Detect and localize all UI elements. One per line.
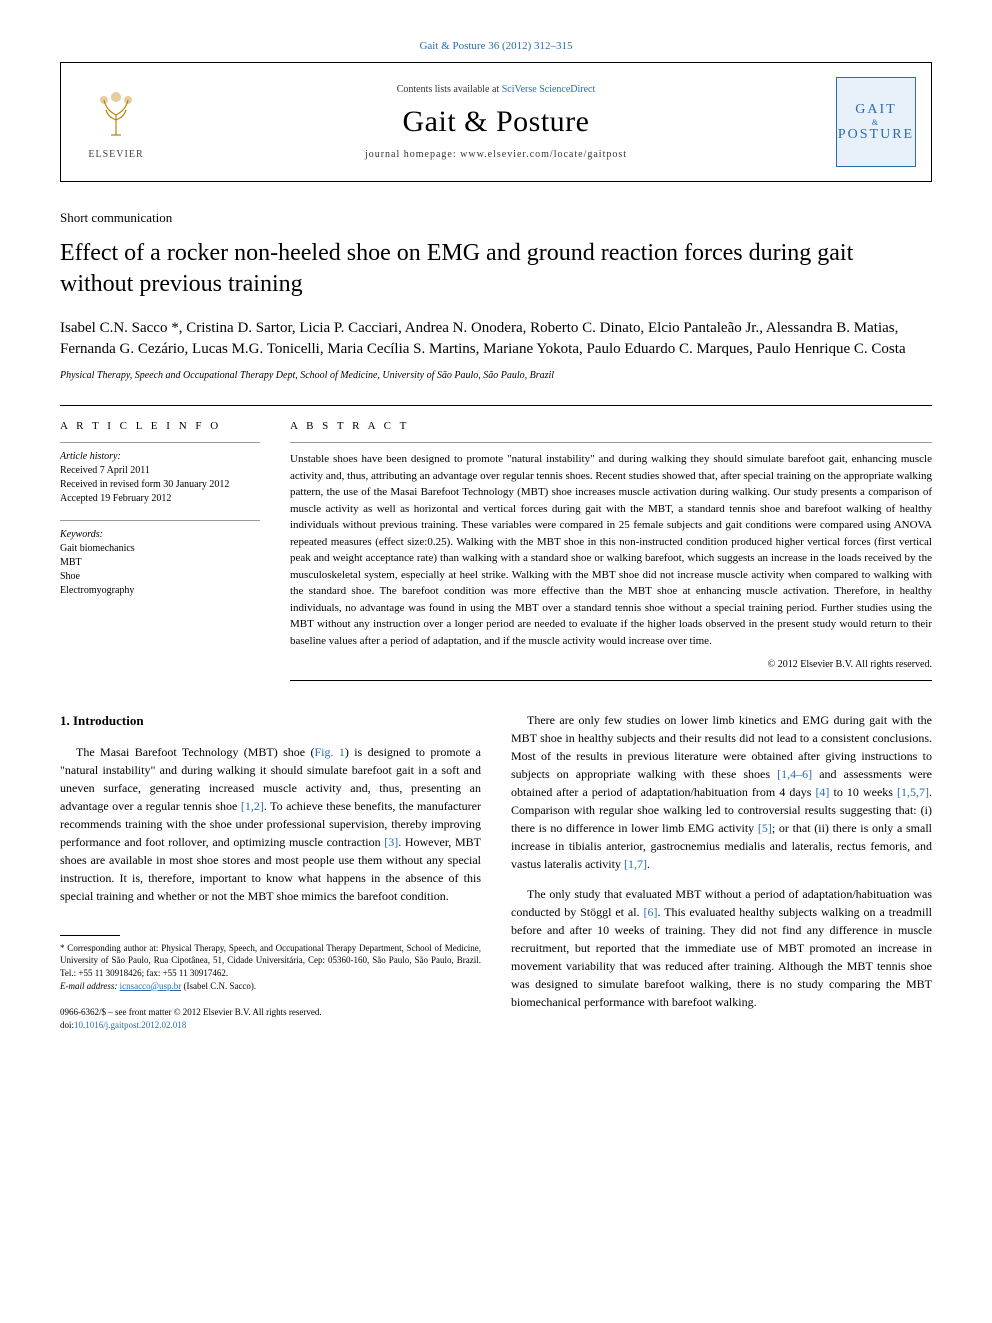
ref-link-1-4-6[interactable]: [1,4–6]	[777, 767, 812, 781]
homepage-line: journal homepage: www.elsevier.com/locat…	[365, 149, 627, 160]
homepage-prefix: journal homepage:	[365, 149, 460, 160]
corresponding-author-footnote: * Corresponding author at: Physical Ther…	[60, 942, 481, 980]
contents-prefix: Contents lists available at	[397, 84, 502, 95]
article-history-block: Article history: Received 7 April 2011 R…	[60, 442, 260, 506]
issn-line: 0966-6362/$ – see front matter © 2012 El…	[60, 1006, 481, 1019]
doi-link[interactable]: 10.1016/j.gaitpost.2012.02.018	[74, 1020, 186, 1030]
ref-link-1-2[interactable]: [1,2]	[241, 799, 264, 813]
keywords-list: Gait biomechanics MBT Shoe Electromyogra…	[60, 542, 260, 598]
journal-name: Gait & Posture	[403, 105, 590, 139]
header-center: Contents lists available at SciVerse Sci…	[171, 63, 821, 181]
footnote-rule	[60, 935, 120, 936]
fig-1-link[interactable]: Fig. 1	[314, 745, 344, 759]
ref-link-3[interactable]: [3]	[384, 835, 398, 849]
elsevier-tree-icon	[86, 85, 146, 145]
doi-label: doi:	[60, 1020, 74, 1030]
paragraph-2: There are only few studies on lower limb…	[511, 711, 932, 873]
cover-title-line1: GAIT	[855, 102, 896, 118]
paragraph-3: The only study that evaluated MBT withou…	[511, 885, 932, 1011]
header-box: ELSEVIER Contents lists available at Sci…	[60, 62, 932, 182]
journal-cover: GAIT & POSTURE	[821, 63, 931, 181]
email-footnote: E-mail address: icnsacco@usp.br (Isabel …	[60, 980, 481, 993]
body-column-left: 1. Introduction The Masai Barefoot Techn…	[60, 711, 481, 1031]
sciencedirect-link[interactable]: SciVerse ScienceDirect	[502, 84, 596, 95]
ref-link-6[interactable]: [6]	[643, 905, 657, 919]
keywords-block: Keywords: Gait biomechanics MBT Shoe Ele…	[60, 520, 260, 598]
body-columns: 1. Introduction The Masai Barefoot Techn…	[60, 711, 932, 1031]
paragraph-1: The Masai Barefoot Technology (MBT) shoe…	[60, 743, 481, 905]
article-info-column: A R T I C L E I N F O Article history: R…	[60, 420, 260, 681]
copyright: © 2012 Elsevier B.V. All rights reserved…	[290, 659, 932, 681]
abstract-text: Unstable shoes have been designed to pro…	[290, 442, 932, 649]
body-column-right: There are only few studies on lower limb…	[511, 711, 932, 1031]
keywords-label: Keywords:	[60, 529, 260, 540]
affiliation: Physical Therapy, Speech and Occupationa…	[60, 370, 932, 381]
author-list: Isabel C.N. Sacco *, Cristina D. Sartor,…	[60, 318, 932, 360]
contents-available-line: Contents lists available at SciVerse Sci…	[397, 84, 596, 95]
history-label: Article history:	[60, 451, 260, 462]
homepage-url: www.elsevier.com/locate/gaitpost	[460, 149, 627, 160]
ref-link-1-5-7[interactable]: [1,5,7]	[897, 785, 929, 799]
ref-link-1-7[interactable]: [1,7]	[624, 857, 647, 871]
abstract-column: A B S T R A C T Unstable shoes have been…	[290, 420, 932, 681]
section-1-heading: 1. Introduction	[60, 711, 481, 731]
footer-issn-doi: 0966-6362/$ – see front matter © 2012 El…	[60, 1006, 481, 1031]
email-link[interactable]: icnsacco@usp.br	[120, 981, 182, 991]
email-label: E-mail address:	[60, 981, 120, 991]
publisher-logo: ELSEVIER	[61, 63, 171, 181]
article-type: Short communication	[60, 210, 932, 226]
abstract-heading: A B S T R A C T	[290, 420, 932, 432]
journal-reference: Gait & Posture 36 (2012) 312–315	[60, 40, 932, 52]
cover-title-line2: POSTURE	[838, 127, 914, 143]
publisher-name: ELSEVIER	[88, 149, 143, 160]
article-title: Effect of a rocker non-heeled shoe on EM…	[60, 238, 932, 300]
article-info-heading: A R T I C L E I N F O	[60, 420, 260, 432]
ref-link-5[interactable]: [5]	[758, 821, 772, 835]
history-dates: Received 7 April 2011 Received in revise…	[60, 464, 260, 506]
ref-link-4[interactable]: [4]	[815, 785, 829, 799]
